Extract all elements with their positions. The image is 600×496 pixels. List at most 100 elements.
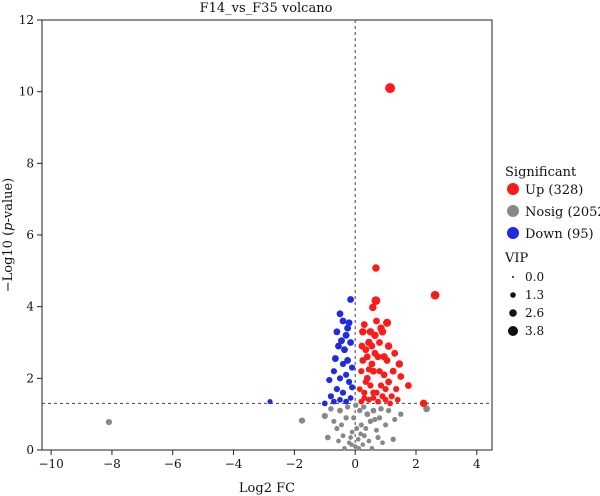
plot-area: [41, 19, 493, 451]
nosig-point-14: [361, 433, 367, 439]
x-tick-label-6: 2: [412, 457, 420, 471]
vip-legend: VIP 0.0 1.3 2.6 3.8: [504, 251, 544, 338]
nosig-point-39: [339, 422, 344, 428]
nosig-point-46: [378, 406, 384, 412]
nosig-point-6: [375, 434, 381, 441]
up-point-18: [376, 339, 383, 346]
nosig-point-38: [369, 445, 375, 451]
up-point-55: [378, 328, 387, 336]
down-point-26: [349, 384, 356, 391]
nosig-point-15: [367, 418, 374, 424]
nosig-point-19: [398, 411, 404, 417]
up-point-15: [360, 321, 368, 329]
up-point-31: [397, 373, 405, 380]
nosig-point-29: [348, 435, 353, 440]
up-point-56: [382, 386, 389, 393]
nosig-point-0: [105, 419, 112, 426]
nosig-point-42: [372, 416, 378, 423]
nosig-point-7: [364, 411, 371, 418]
up-point-35: [361, 395, 368, 401]
nosig-point-45: [336, 438, 341, 444]
down-point-22: [347, 395, 354, 401]
nosig-point-8: [358, 422, 364, 428]
legend-nosig-label: Nosig (2052): [525, 205, 600, 220]
nosig-point-11: [343, 415, 349, 421]
x-tick-label-2: −6: [164, 457, 182, 471]
down-point-29: [344, 324, 352, 332]
x-tick-label-5: 0: [351, 457, 359, 471]
vip-3-marker: [508, 326, 518, 336]
data-points: [105, 83, 440, 451]
vip-2-marker: [509, 309, 517, 317]
vip-3-label: 3.8: [525, 324, 544, 338]
up-point-47: [373, 317, 380, 325]
significance-legend-title: Significant: [505, 165, 577, 180]
plot-frame: [41, 19, 493, 451]
nosig-point-9: [355, 436, 361, 442]
up-point-4: [369, 303, 377, 312]
legend-up-label: Up (328): [525, 183, 583, 198]
down-point-7: [341, 346, 348, 354]
up-point-32: [391, 349, 399, 357]
nosig-point-21: [352, 444, 358, 449]
nosig-point-40: [353, 402, 359, 408]
y-tick-label-0: 0: [26, 443, 34, 457]
y-tick-label-2: 4: [26, 300, 34, 314]
x-axis: −10 −8 −6 −4 −2 0 2 4: [38, 450, 481, 471]
up-point-7: [383, 318, 392, 327]
legend-down-marker: [507, 227, 519, 239]
up-point-50: [358, 342, 366, 350]
nosig-point-36: [342, 445, 347, 451]
down-point-13: [343, 371, 350, 378]
nosig-point-23: [351, 415, 357, 421]
y-axis: 0 2 4 6 8 10 12: [19, 13, 42, 457]
nosig-point-26: [344, 404, 351, 410]
nosig-point-30: [366, 438, 372, 444]
up-point-30: [393, 386, 400, 393]
x-tick-label-0: −10: [38, 457, 63, 471]
nosig-point-13: [334, 425, 340, 432]
y-axis-label-italic: p: [1, 222, 16, 231]
up-point-0: [385, 83, 396, 94]
up-point-48: [362, 378, 369, 385]
up-point-16: [368, 360, 376, 368]
up-point-8: [380, 371, 388, 379]
up-point-20: [358, 368, 365, 375]
down-point-11: [339, 360, 347, 368]
nosig-point-24: [357, 407, 363, 414]
nosig-point-44: [358, 431, 363, 437]
x-tick-label-3: −4: [225, 457, 243, 471]
y-axis-label-suffix: -value): [1, 178, 16, 223]
up-point-51: [370, 389, 377, 396]
y-tick-label-5: 10: [19, 85, 34, 99]
up-point-12: [359, 328, 367, 336]
up-point-21: [361, 389, 368, 396]
down-point-1: [347, 296, 355, 303]
nosig-point-10: [349, 429, 355, 435]
down-point-24: [337, 396, 343, 403]
vip-0-label: 0.0: [525, 270, 544, 284]
nosig-point-1: [423, 405, 431, 413]
nosig-point-33: [385, 407, 392, 414]
nosig-point-37: [356, 445, 362, 451]
up-point-53: [383, 356, 391, 364]
nosig-point-5: [390, 436, 396, 442]
up-point-33: [384, 342, 393, 350]
up-point-49: [356, 386, 363, 392]
up-point-23: [367, 382, 374, 389]
nosig-point-25: [340, 433, 346, 439]
x-tick-label-7: 4: [473, 457, 481, 471]
y-tick-label-4: 8: [26, 156, 34, 170]
down-point-10: [344, 356, 352, 364]
up-point-41: [387, 400, 393, 407]
down-point-19: [339, 389, 347, 396]
nosig-point-2: [298, 417, 306, 424]
down-point-25: [331, 398, 337, 405]
up-point-43: [363, 353, 371, 361]
nosig-point-18: [383, 422, 389, 428]
down-point-4: [333, 328, 341, 336]
up-point-45: [371, 349, 379, 357]
y-tick-label-3: 6: [26, 228, 34, 242]
vip-1-marker: [510, 292, 516, 298]
